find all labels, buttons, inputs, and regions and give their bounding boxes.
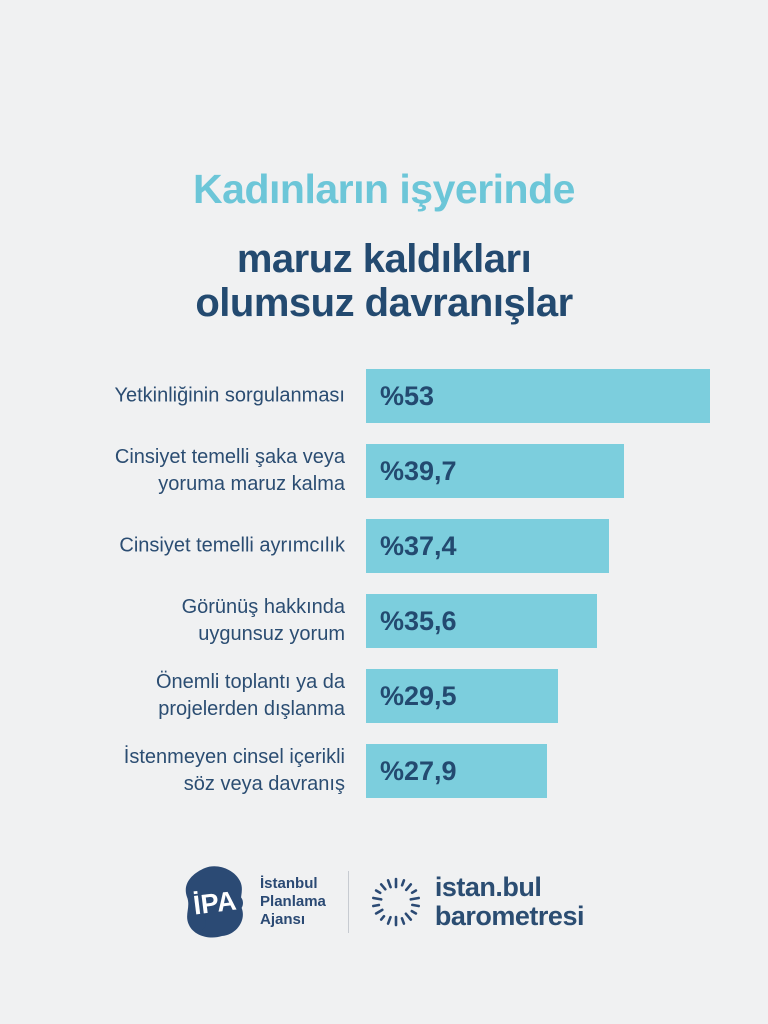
chart-row: Önemli toplantı ya da projelerden dışlanm… <box>0 669 768 723</box>
chart-row: Görünüş hakkında uygunsuz yorum %35,6 <box>0 594 768 648</box>
ipa-org-line-2: Planlama <box>260 893 326 910</box>
ipa-logo-blob-icon: İPA <box>185 866 244 938</box>
bar-value-label: %39,7 <box>380 455 457 486</box>
sunburst-icon <box>371 877 420 927</box>
bar: %35,6 <box>366 594 598 648</box>
barometresi-wordmark: istan.bul barometresi <box>434 872 585 931</box>
ipa-logo: İPA İstanbul Planlama Ajansı <box>184 865 326 939</box>
footer-logos: İPA İstanbul Planlama Ajansı istan.bul b… <box>0 858 768 946</box>
ipa-org-name: İstanbul Planlama Ajansı <box>260 875 326 929</box>
category-label: Yetkinliğinin sorgulanması <box>114 384 345 407</box>
bar: %29,5 <box>366 669 558 723</box>
title-line-3: olumsuz davranışlar <box>195 281 573 325</box>
category-label: Görünüş hakkında uygunsuz yorum <box>181 596 345 645</box>
bar: %53 <box>366 369 710 423</box>
logo-divider <box>347 871 349 933</box>
category-label: Cinsiyet temelli ayrımcılık <box>119 534 345 557</box>
istanbul-barometresi-logo: istan.bul barometresi <box>371 873 584 931</box>
title-highlight-line: Kadınların işyerinde <box>193 166 575 212</box>
horizontal-bar-chart: Yetkinliğinin sorgulanması %53 Cinsiyet te… <box>0 369 768 799</box>
bar: %39,7 <box>366 444 624 498</box>
ipa-acronym: İPA <box>192 886 238 921</box>
bar-value-label: %37,4 <box>380 530 457 561</box>
title-line-2: maruz kaldıkları <box>236 237 532 281</box>
chart-title: Kadınların işyerinde maruz kaldıkları ol… <box>0 166 768 325</box>
bar-value-label: %27,9 <box>380 755 457 786</box>
chart-row: İstenmeyen cinsel içerikli söz veya davra… <box>0 744 768 798</box>
ipa-org-line-1: İstanbul <box>260 875 318 892</box>
category-label: Cinsiyet temelli şaka veya yoruma maruz k… <box>114 446 345 495</box>
bar: %37,4 <box>366 519 609 573</box>
bar: %27,9 <box>366 744 548 798</box>
bar-value-label: %29,5 <box>380 680 457 711</box>
chart-row: Cinsiyet temelli şaka veya yoruma maruz k… <box>0 444 768 498</box>
barometresi-wordmark-line-1: istan.bul <box>434 872 542 902</box>
bar-value-label: %53 <box>380 380 435 411</box>
barometresi-wordmark-line-2: barometresi <box>434 901 585 931</box>
category-label: İstenmeyen cinsel içerikli söz veya davra… <box>123 746 345 795</box>
chart-row: Cinsiyet temelli ayrımcılık %37,4 <box>0 519 768 573</box>
ipa-org-line-3: Ajansı <box>260 911 306 928</box>
bar-value-label: %35,6 <box>380 605 457 636</box>
category-label: Önemli toplantı ya da projelerden dışlanm… <box>156 671 345 720</box>
chart-row: Yetkinliğinin sorgulanması %53 <box>0 369 768 423</box>
